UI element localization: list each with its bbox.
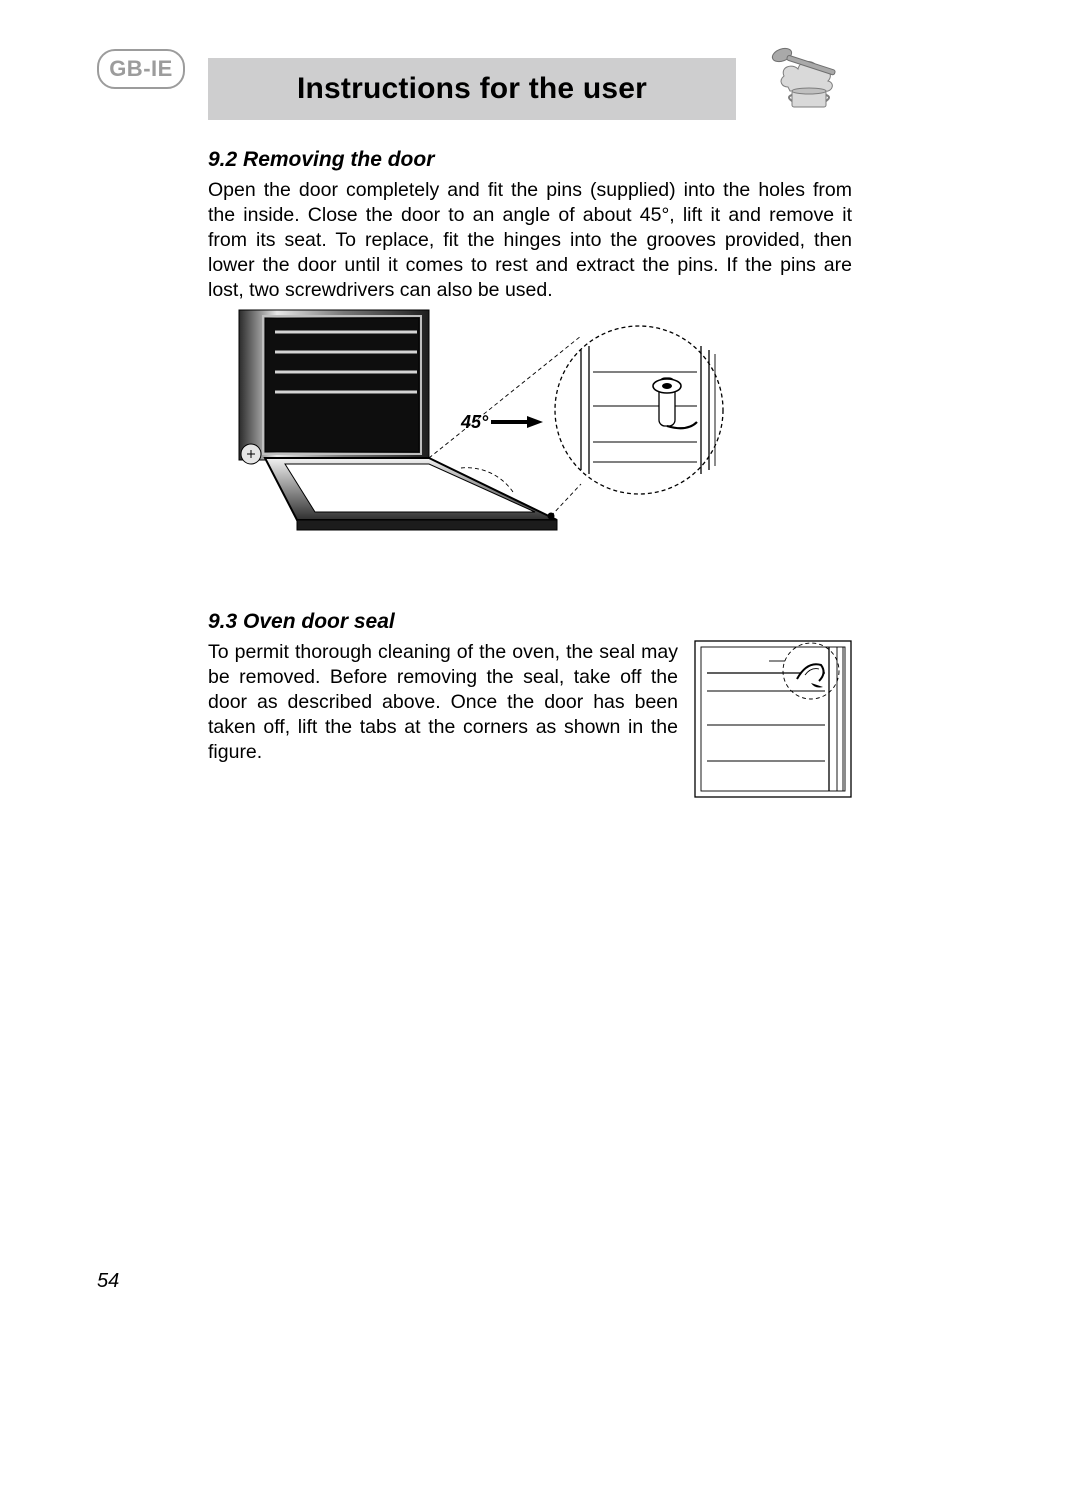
- page-title: Instructions for the user: [297, 72, 647, 106]
- locale-badge: GB-IE: [97, 49, 185, 89]
- manual-page: GB-IE Instructions for the user 9.2 Remo…: [0, 0, 1080, 1511]
- section-heading-removing-door: 9.2 Removing the door: [208, 148, 852, 172]
- section-body-door-seal: To permit thorough cleaning of the oven,…: [208, 640, 678, 765]
- figure-door-seal: [693, 639, 853, 799]
- section-body-removing-door: Open the door completely and fit the pin…: [208, 178, 852, 303]
- locale-text: GB-IE: [109, 56, 173, 82]
- figure-door-removal: 45°: [229, 306, 729, 546]
- page-number: 54: [97, 1270, 119, 1293]
- page-header: Instructions for the user: [208, 58, 736, 120]
- section-heading-door-seal: 9.3 Oven door seal: [208, 610, 852, 634]
- angle-label: 45°: [460, 412, 489, 432]
- cooking-icon: [770, 43, 850, 117]
